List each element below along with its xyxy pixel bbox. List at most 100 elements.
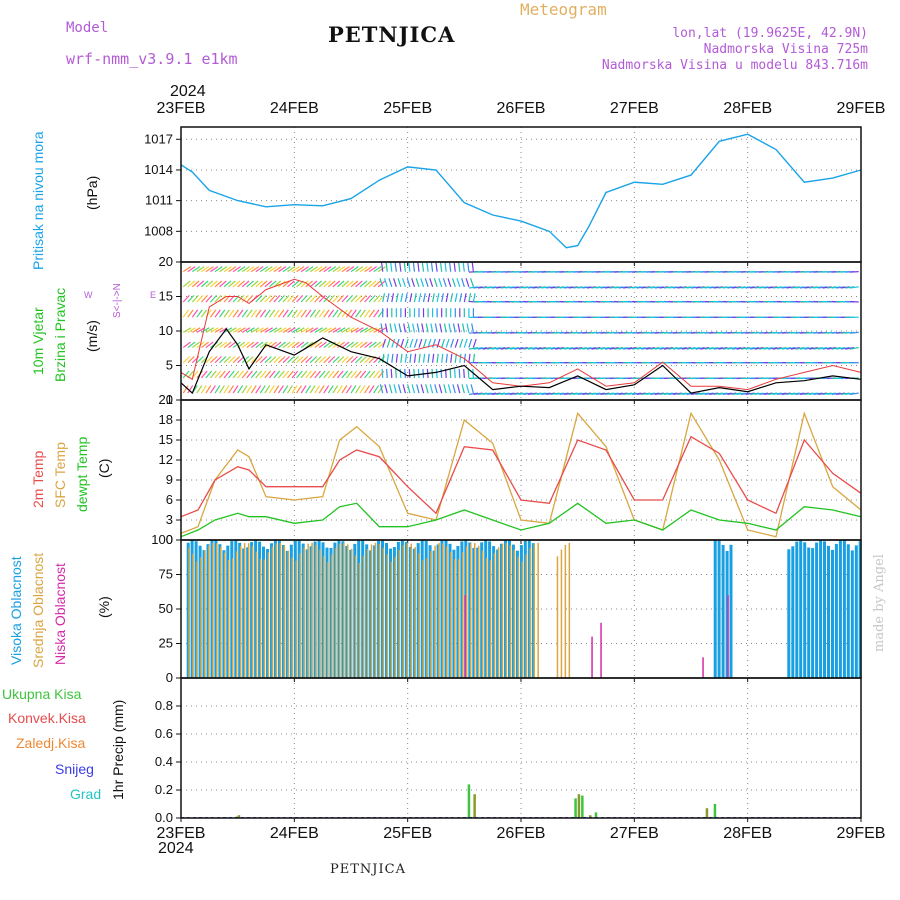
high-cloud-bar xyxy=(254,540,258,678)
wind-barb xyxy=(228,370,235,379)
wind-barb xyxy=(314,370,321,379)
wind-barb xyxy=(277,385,284,394)
wind-barb xyxy=(246,309,253,318)
wind-barb xyxy=(613,346,624,350)
wind-barb xyxy=(541,392,551,395)
wind-barb xyxy=(323,309,330,318)
mid-cloud-bar xyxy=(327,562,329,678)
wind-barb xyxy=(223,266,232,273)
wind-barb xyxy=(407,384,411,394)
wind-barb xyxy=(413,338,418,348)
wind-barb xyxy=(627,392,637,395)
wind-barb xyxy=(305,294,313,303)
wind-barb xyxy=(246,370,253,379)
wind-barb xyxy=(364,280,372,288)
wind-barb xyxy=(205,327,215,333)
legend-frz-precip: Zaledj.Kisa xyxy=(16,735,86,751)
mid-cloud-bar xyxy=(386,554,389,678)
year-top: 2024 xyxy=(170,83,206,100)
wind-barb xyxy=(663,392,673,395)
wind-barb xyxy=(505,392,515,395)
high-cloud-bar xyxy=(186,542,190,678)
wind-barb xyxy=(210,280,218,288)
wind-barb xyxy=(555,346,565,350)
wind-barb xyxy=(454,368,456,378)
wind-barb xyxy=(345,309,353,318)
wind-barb xyxy=(454,353,457,363)
wind-barb xyxy=(541,346,551,350)
wind-barb xyxy=(219,266,228,273)
wind-barb xyxy=(305,370,312,379)
wind-barb xyxy=(441,353,444,363)
wind-barb xyxy=(404,293,408,303)
wind-barb xyxy=(677,346,687,350)
wind-barb xyxy=(214,385,221,394)
high-cloud-bar xyxy=(400,540,404,678)
mid-cloud-bar xyxy=(220,546,222,678)
wind-barb xyxy=(418,293,422,303)
high-cloud-bar xyxy=(190,540,194,678)
high-cloud-bar xyxy=(313,541,317,678)
wind-barb xyxy=(346,327,355,333)
wind-barb xyxy=(300,370,308,379)
wind-barb xyxy=(456,278,461,288)
wind-barb xyxy=(300,280,309,288)
wind-barb xyxy=(323,385,330,394)
wind-barb xyxy=(509,392,519,395)
wind-barb xyxy=(332,309,339,318)
wind-barb xyxy=(496,392,506,395)
wind-barb xyxy=(250,266,260,273)
wind-barb xyxy=(434,323,438,333)
high-cloud-bar xyxy=(258,541,262,678)
wind-barb xyxy=(232,341,241,349)
wind-barb xyxy=(241,280,250,288)
wind-barb xyxy=(827,392,837,395)
wind-barb xyxy=(786,346,796,350)
wind-barb xyxy=(404,368,406,378)
wind-barb xyxy=(373,309,380,318)
wind-barb xyxy=(205,385,212,394)
wind-barb xyxy=(282,370,290,379)
y-tick-label: 18 xyxy=(159,412,173,427)
high-cloud-bar xyxy=(436,544,440,678)
wind-barb xyxy=(287,280,295,288)
wind-barb xyxy=(237,327,246,333)
wind-barb xyxy=(458,262,461,272)
high-cloud-bar xyxy=(850,550,854,678)
wind-barb xyxy=(659,392,669,395)
wind-barb xyxy=(384,384,388,394)
wind-barb xyxy=(209,385,216,394)
wind-barb xyxy=(300,309,307,318)
wind-barb xyxy=(463,353,466,363)
mid-cloud-bar xyxy=(339,544,341,678)
wind-barb xyxy=(395,338,400,348)
mid-cloud-bar xyxy=(335,548,337,678)
wind-barb xyxy=(223,356,232,364)
mid-cloud-bar xyxy=(331,554,333,678)
wind-barb xyxy=(201,327,210,333)
wind-barb xyxy=(763,392,773,395)
wind-barb xyxy=(309,370,317,379)
wind-barb xyxy=(409,338,414,348)
mid-cloud-bar xyxy=(263,559,266,678)
wind-barb xyxy=(418,338,423,348)
wind-barb xyxy=(182,370,190,379)
wind-barb xyxy=(277,309,285,318)
wind-barb xyxy=(518,346,528,350)
date-bottom-25feb: 25FEB xyxy=(383,825,432,842)
wind-barb xyxy=(282,327,292,333)
wind-barb xyxy=(314,266,323,273)
wind-barb xyxy=(268,356,277,364)
wind-barb xyxy=(228,341,237,349)
mid-cloud-bar xyxy=(251,546,254,678)
wind-barb xyxy=(241,341,250,349)
wind-barb xyxy=(291,266,300,273)
mid-cloud-bar xyxy=(410,543,412,678)
wind-barb xyxy=(327,280,336,288)
wind-barb xyxy=(309,385,316,394)
wind-barb xyxy=(740,392,751,395)
wind-barb xyxy=(416,323,420,333)
high-cloud-bar xyxy=(515,550,519,678)
wind-barb xyxy=(350,309,357,318)
wind-barb xyxy=(382,293,386,303)
